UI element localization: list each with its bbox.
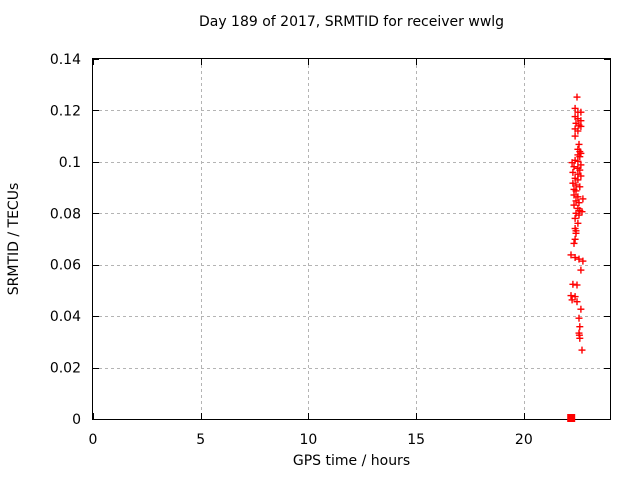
y-tick-label: 0.12 [50,103,81,119]
plot-border [92,58,611,420]
x-tick-label: 10 [300,432,318,448]
x-tick-label: 20 [515,432,533,448]
y-tick-label: 0.08 [50,206,81,222]
grid-lines [93,59,610,419]
scatter-points-zero-baseline-point [567,414,576,422]
x-tick-labels: 0 5 10 15 20 [89,432,533,448]
y-tick-labels: 0 0.02 0.04 0.06 0.08 0.1 0.12 0.14 [50,52,81,428]
y-tick-label: 0 [72,412,81,428]
y-axis-title-text: SRMTID / TECUs [6,182,22,296]
x-tick-label: 0 [89,432,98,448]
x-tick-label: 15 [407,432,425,448]
y-tick-label: 0.04 [50,309,81,325]
axis-ticks [93,59,610,420]
y-tick-label: 0.02 [50,361,81,377]
x-tick-label: 5 [196,432,205,448]
y-tick-label: 0.1 [59,155,81,171]
chart-title: Day 189 of 2017, SRMTID for receiver wwl… [198,14,505,30]
scatter-points-SRMTID [567,93,587,354]
y-tick-label: 0.06 [50,258,81,274]
x-axis-title: GPS time / hours [292,453,411,469]
y-tick-label: 0.14 [50,52,81,68]
